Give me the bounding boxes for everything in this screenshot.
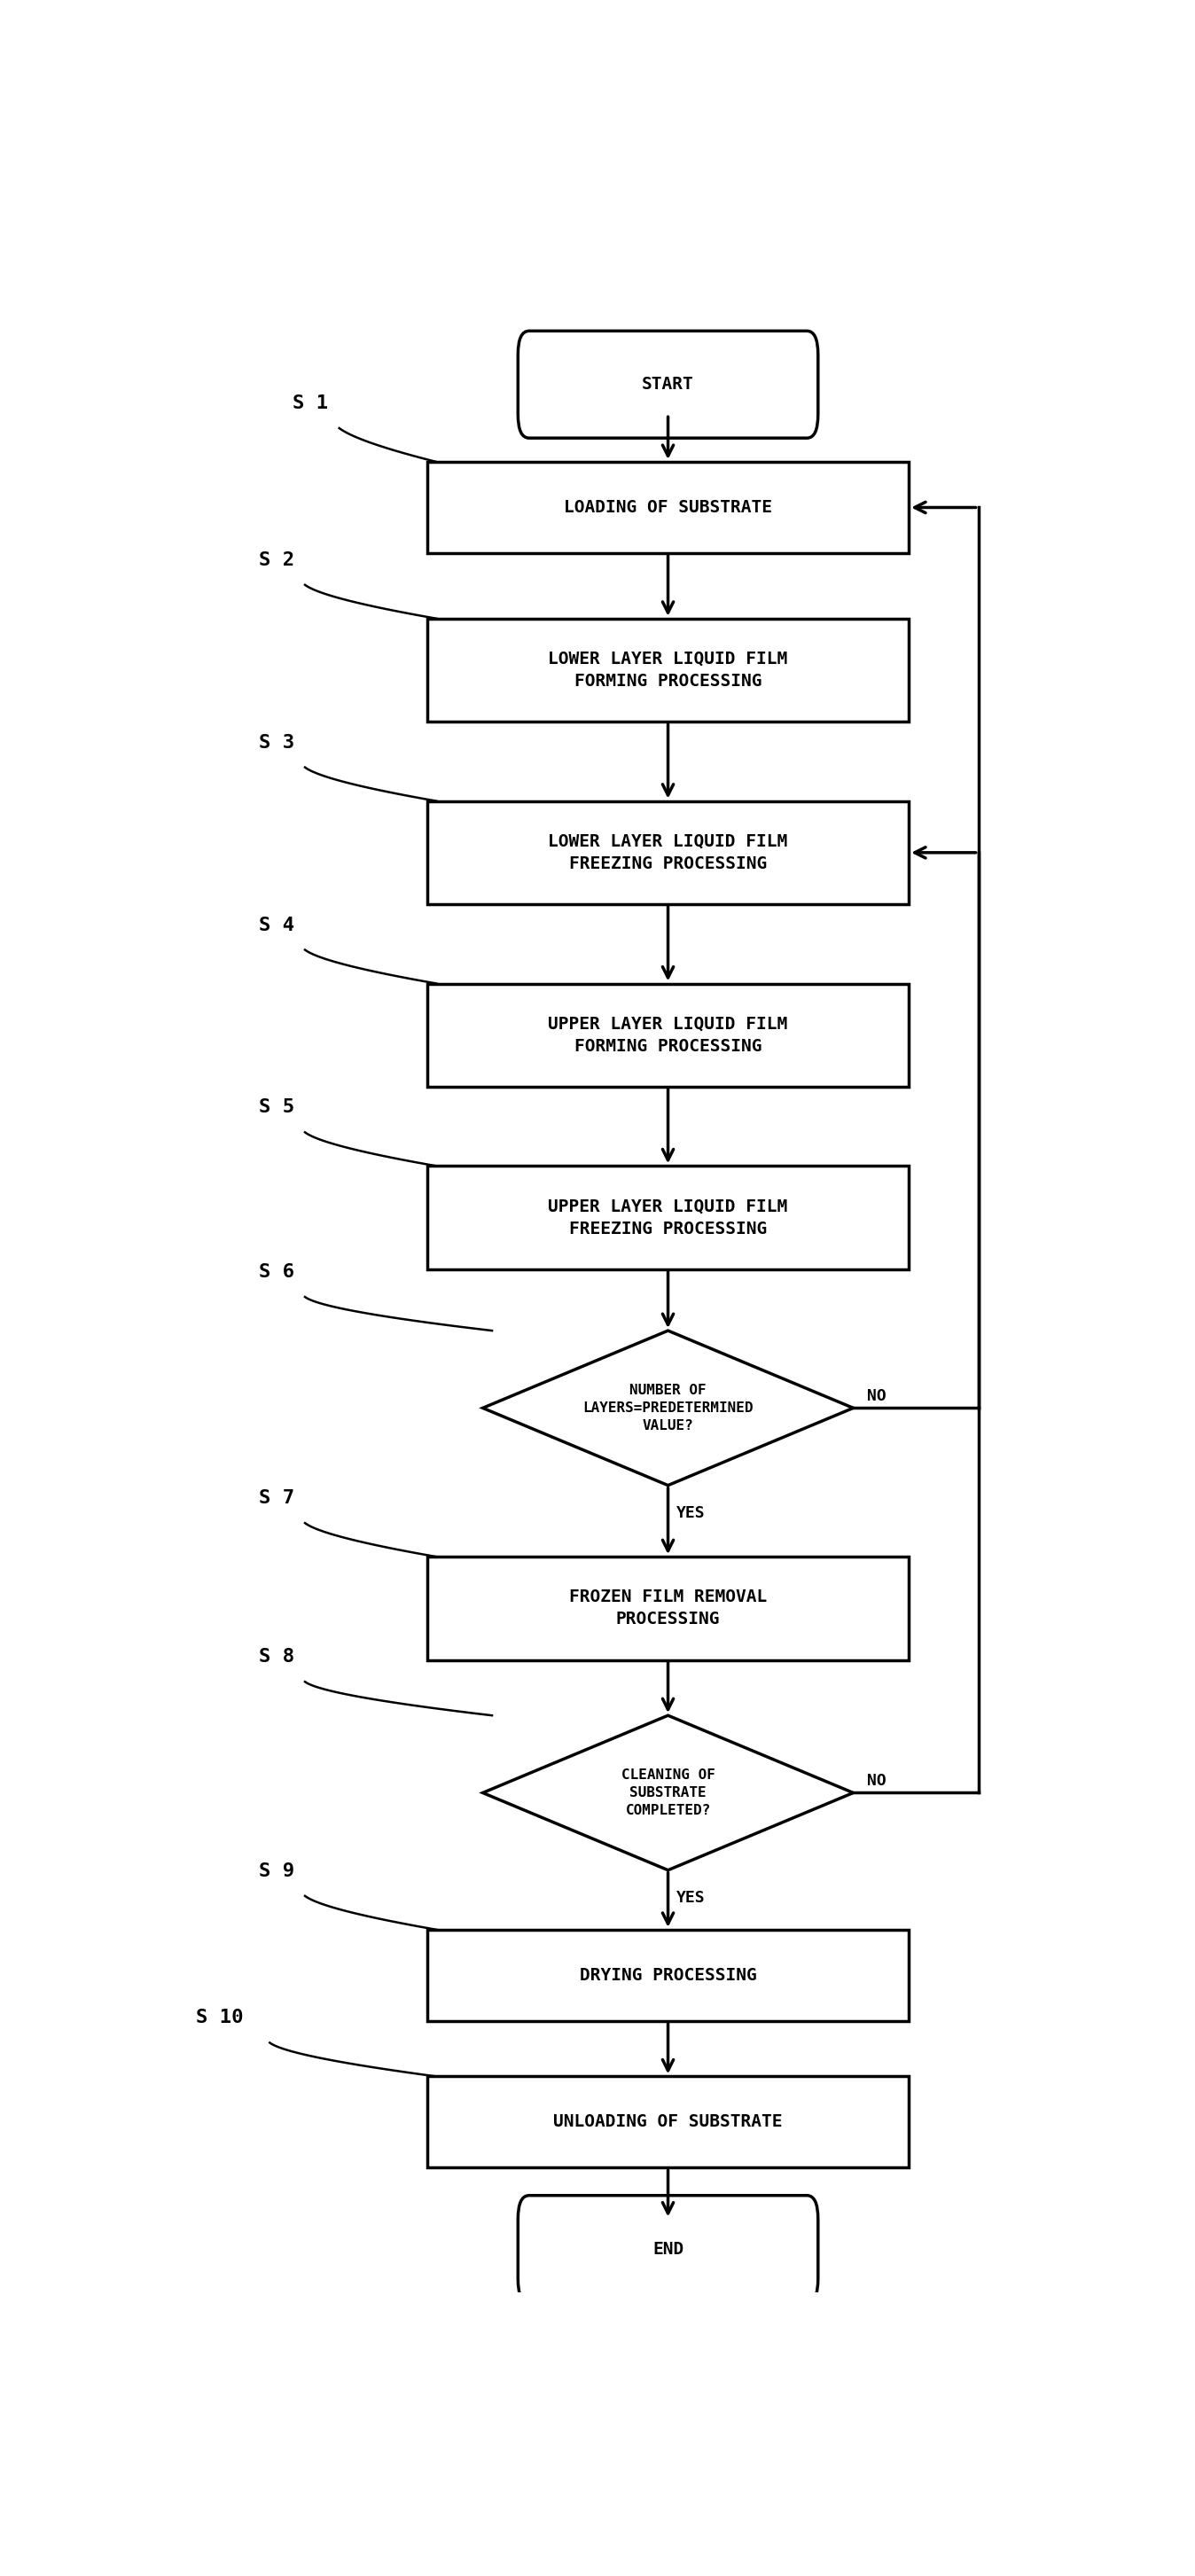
Text: LOADING OF SUBSTRATE: LOADING OF SUBSTRATE xyxy=(564,500,772,515)
Text: CLEANING OF
SUBSTRATE
COMPLETED?: CLEANING OF SUBSTRATE COMPLETED? xyxy=(621,1770,715,1816)
Text: S 7: S 7 xyxy=(258,1489,294,1507)
Text: NUMBER OF
LAYERS=PREDETERMINED
VALUE?: NUMBER OF LAYERS=PREDETERMINED VALUE? xyxy=(583,1383,753,1432)
Text: YES: YES xyxy=(676,1891,705,1906)
Text: S 10: S 10 xyxy=(196,2009,243,2027)
Text: LOWER LAYER LIQUID FILM
FORMING PROCESSING: LOWER LAYER LIQUID FILM FORMING PROCESSI… xyxy=(549,652,788,690)
Text: NO: NO xyxy=(868,1772,887,1788)
Polygon shape xyxy=(483,1716,853,1870)
Bar xyxy=(428,1556,909,1659)
Bar xyxy=(428,461,909,554)
Text: UPPER LAYER LIQUID FILM
FORMING PROCESSING: UPPER LAYER LIQUID FILM FORMING PROCESSI… xyxy=(549,1015,788,1054)
Text: NO: NO xyxy=(868,1388,887,1404)
Text: S 2: S 2 xyxy=(258,551,294,569)
Bar xyxy=(428,1167,909,1270)
Polygon shape xyxy=(483,1332,853,1486)
Text: UPPER LAYER LIQUID FILM
FREEZING PROCESSING: UPPER LAYER LIQUID FILM FREEZING PROCESS… xyxy=(549,1198,788,1236)
Text: LOWER LAYER LIQUID FILM
FREEZING PROCESSING: LOWER LAYER LIQUID FILM FREEZING PROCESS… xyxy=(549,832,788,873)
Text: END: END xyxy=(652,2241,684,2257)
Text: S 4: S 4 xyxy=(258,917,294,935)
Text: DRYING PROCESSING: DRYING PROCESSING xyxy=(580,1968,756,1984)
Text: S 5: S 5 xyxy=(258,1100,294,1115)
Bar xyxy=(428,2076,909,2166)
Bar xyxy=(428,1929,909,2022)
FancyBboxPatch shape xyxy=(517,330,819,438)
Text: FROZEN FILM REMOVAL
PROCESSING: FROZEN FILM REMOVAL PROCESSING xyxy=(569,1589,767,1628)
Bar xyxy=(428,618,909,721)
Text: S 8: S 8 xyxy=(258,1649,294,1667)
Text: S 3: S 3 xyxy=(258,734,294,752)
FancyBboxPatch shape xyxy=(517,2195,819,2303)
Text: UNLOADING OF SUBSTRATE: UNLOADING OF SUBSTRATE xyxy=(553,2115,783,2130)
Text: S 1: S 1 xyxy=(293,394,329,412)
Text: YES: YES xyxy=(676,1504,705,1522)
Text: S 9: S 9 xyxy=(258,1862,294,1880)
Bar xyxy=(428,801,909,904)
Bar xyxy=(428,984,909,1087)
Text: START: START xyxy=(642,376,694,394)
Text: S 6: S 6 xyxy=(258,1262,294,1280)
